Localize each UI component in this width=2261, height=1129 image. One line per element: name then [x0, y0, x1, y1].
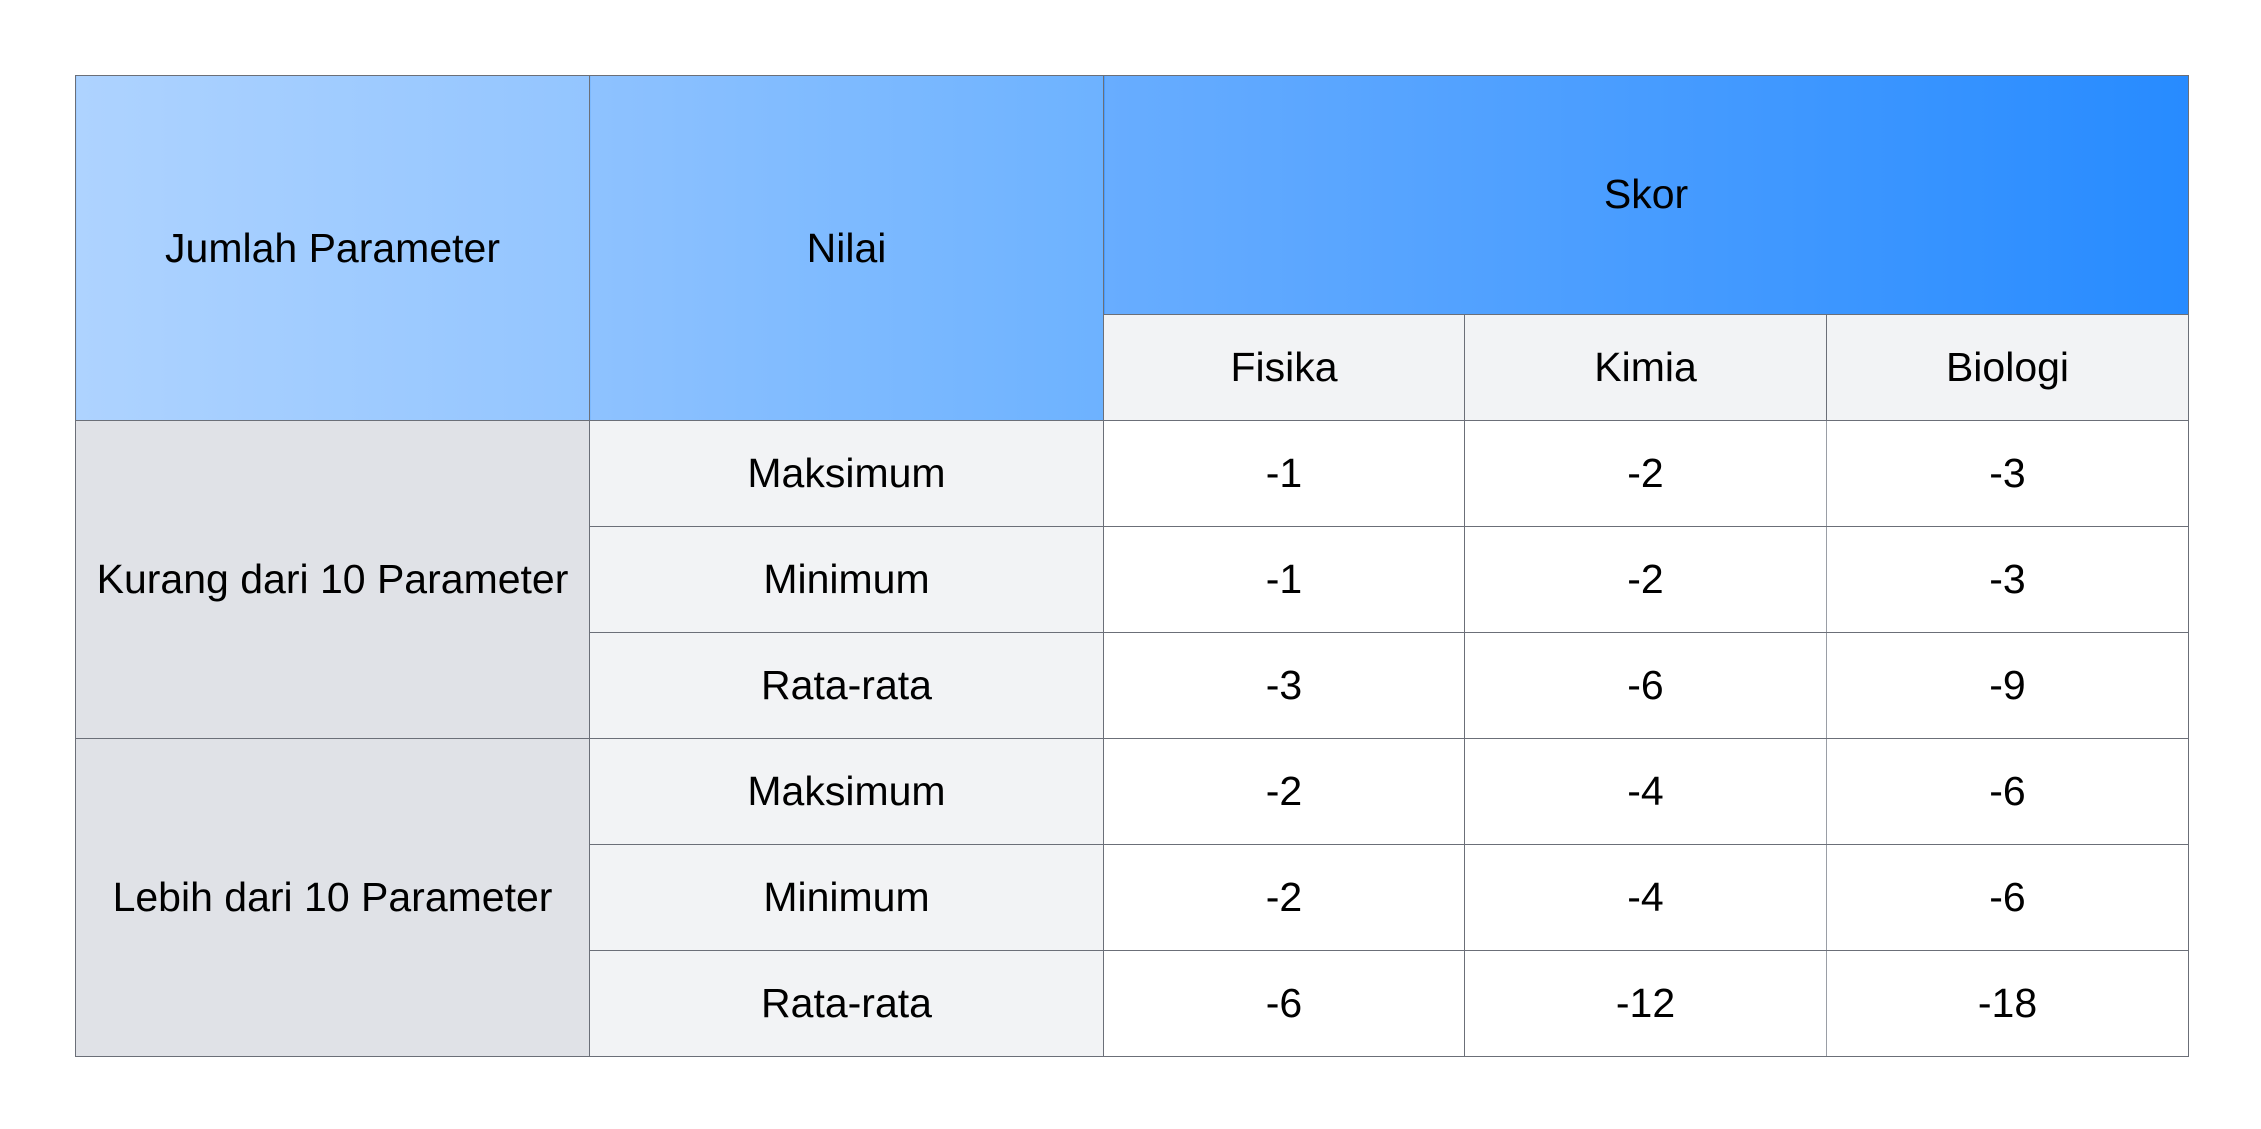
cell-biologi: -3 — [1826, 526, 2189, 633]
header-nilai: Nilai — [589, 75, 1104, 421]
header-biologi: Biologi — [1826, 313, 2189, 422]
table-row: Rata-rata -6 -12 -18 — [76, 950, 2189, 1057]
row-label: Minimum — [589, 526, 1104, 633]
cell-biologi: -3 — [1826, 420, 2189, 527]
row-label: Rata-rata — [589, 950, 1104, 1057]
row-label: Maksimum — [589, 420, 1104, 527]
table-row: Rata-rata -3 -6 -9 — [76, 632, 2189, 739]
cell-fisika: -1 — [1103, 526, 1465, 633]
cell-fisika: -2 — [1103, 844, 1465, 951]
cell-kimia: -4 — [1464, 844, 1827, 951]
score-table-container: Jumlah Parameter Nilai Skor Fisika Kimia… — [75, 75, 2189, 1057]
cell-fisika: -2 — [1103, 738, 1465, 845]
cell-fisika: -6 — [1103, 950, 1465, 1057]
group-label-kurang: Kurang dari 10 Parameter — [75, 420, 590, 739]
cell-fisika: -3 — [1103, 632, 1465, 739]
row-label: Maksimum — [589, 738, 1104, 845]
header-fisika: Fisika — [1103, 313, 1465, 422]
cell-fisika: -1 — [1103, 420, 1465, 527]
row-label: Rata-rata — [589, 632, 1104, 739]
table-row: Kurang dari 10 Parameter Maksimum -1 -2 … — [75, 420, 2189, 739]
cell-biologi: -9 — [1826, 632, 2189, 739]
header-jumlah-parameter: Jumlah Parameter — [75, 75, 590, 421]
row-label: Minimum — [589, 844, 1104, 951]
score-table: Jumlah Parameter Nilai Skor Fisika Kimia… — [75, 75, 2189, 1057]
cell-kimia: -6 — [1464, 632, 1827, 739]
cell-biologi: -18 — [1826, 950, 2189, 1057]
subheader-row: Fisika Kimia Biologi — [76, 313, 2189, 422]
table-row: Minimum -1 -2 -3 — [76, 526, 2189, 633]
cell-biologi: -6 — [1826, 738, 2189, 845]
table-row: Lebih dari 10 Parameter Maksimum -2 -4 -… — [75, 738, 2189, 1057]
cell-kimia: -12 — [1464, 950, 1827, 1057]
header-row: Jumlah Parameter Nilai Skor — [75, 75, 2189, 421]
cell-biologi: -6 — [1826, 844, 2189, 951]
cell-kimia: -2 — [1464, 526, 1827, 633]
group-label-lebih: Lebih dari 10 Parameter — [75, 738, 590, 1057]
cell-kimia: -4 — [1464, 738, 1827, 845]
cell-kimia: -2 — [1464, 420, 1827, 527]
header-kimia: Kimia — [1464, 313, 1827, 422]
header-skor: Skor — [1103, 75, 2189, 315]
